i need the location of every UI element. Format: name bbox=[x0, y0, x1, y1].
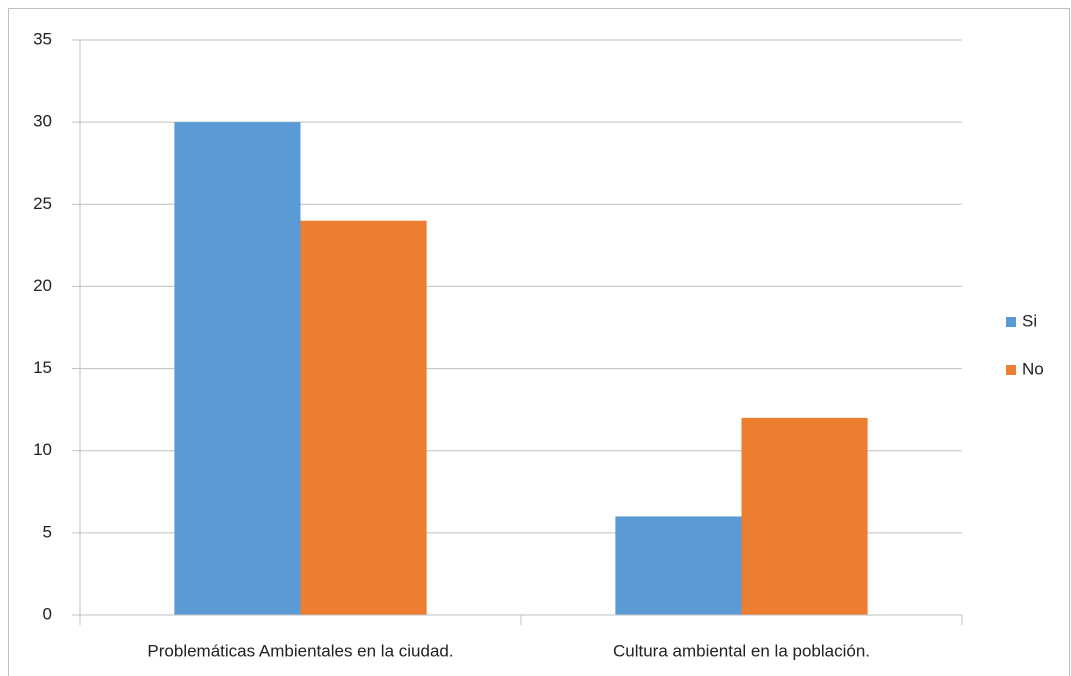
y-tick-label: 15 bbox=[33, 358, 52, 377]
y-tick-label: 10 bbox=[33, 440, 52, 459]
bar bbox=[300, 220, 427, 615]
bar bbox=[615, 516, 742, 615]
y-tick-label: 30 bbox=[33, 112, 52, 131]
chart-border bbox=[8, 8, 1070, 676]
y-tick-label: 25 bbox=[33, 194, 52, 213]
y-tick-label: 0 bbox=[43, 604, 52, 623]
x-tick-label: Problemáticas Ambientales en la ciudad. bbox=[147, 641, 453, 660]
x-tick-label: Cultura ambiental en la población. bbox=[613, 641, 870, 660]
y-tick-label: 5 bbox=[43, 522, 52, 541]
y-tick-label: 20 bbox=[33, 276, 52, 295]
bar bbox=[741, 417, 868, 615]
legend-label: No bbox=[1022, 359, 1044, 378]
legend-swatch bbox=[1006, 317, 1016, 327]
bar bbox=[174, 122, 301, 616]
legend-swatch bbox=[1006, 365, 1016, 375]
legend-label: Si bbox=[1022, 311, 1037, 330]
y-tick-label: 35 bbox=[33, 29, 52, 48]
